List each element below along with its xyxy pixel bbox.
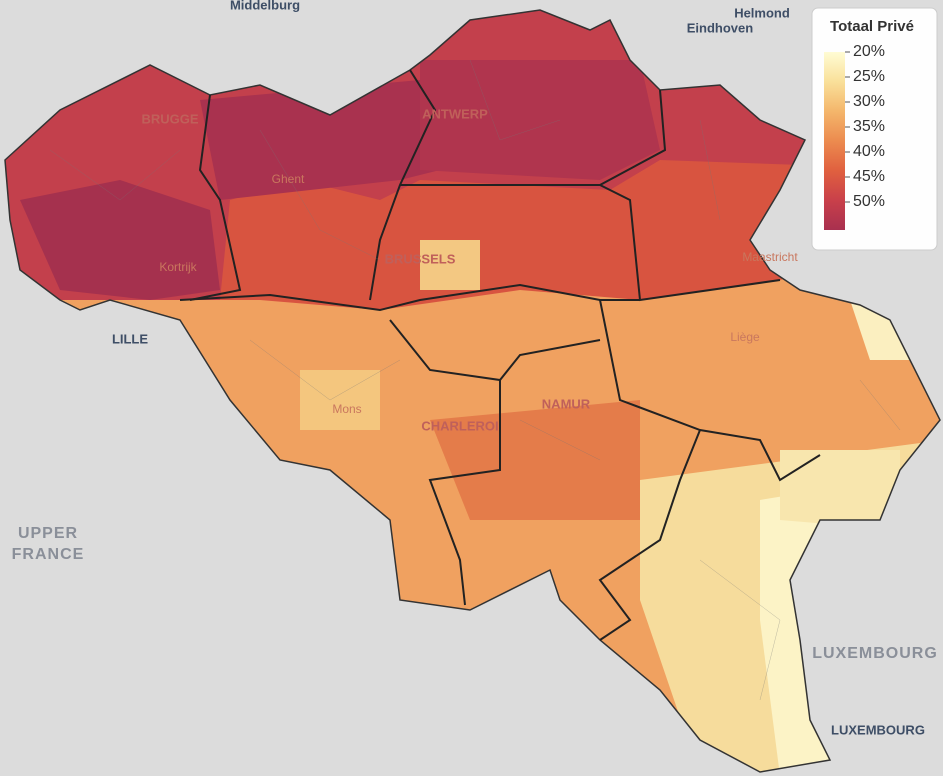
municipality-borders <box>49 59 901 701</box>
colorbar <box>824 52 845 230</box>
tick-label: 45% <box>853 168 885 185</box>
place-label: BRUSSELS <box>385 251 456 266</box>
place-label: Eindhoven <box>687 20 754 35</box>
tick-label: 30% <box>853 93 885 110</box>
place-label: NAMUR <box>542 396 591 411</box>
place-label: BRUGGE <box>141 111 198 126</box>
place-label: FRANCE <box>12 546 85 563</box>
tick-label: 20% <box>853 43 885 60</box>
tick-label: 35% <box>853 118 885 135</box>
legend-ticks: 20% 25% 30% 35% 40% 45% 50% <box>845 43 885 210</box>
place-label: Helmond <box>734 5 790 20</box>
place-label: LUXEMBOURG <box>831 722 925 737</box>
place-label: Ghent <box>272 172 305 186</box>
place-label: UPPER <box>18 525 78 542</box>
place-label: ANTWERP <box>422 106 488 121</box>
legend-title: Totaal Privé <box>830 18 914 35</box>
place-label: Liège <box>730 330 760 344</box>
place-label: Maastricht <box>742 250 798 264</box>
place-label: LUXEMBOURG <box>812 645 938 662</box>
place-label: Middelburg <box>230 0 300 12</box>
place-label: LILLE <box>112 331 148 346</box>
tick-label: 40% <box>853 143 885 160</box>
place-label: Kortrijk <box>159 260 197 274</box>
province-borders <box>179 69 821 641</box>
place-label: CHARLEROI <box>421 418 498 433</box>
place-label: Mons <box>332 402 361 416</box>
tick-label: 50% <box>853 193 885 210</box>
tick-label: 25% <box>853 68 885 85</box>
